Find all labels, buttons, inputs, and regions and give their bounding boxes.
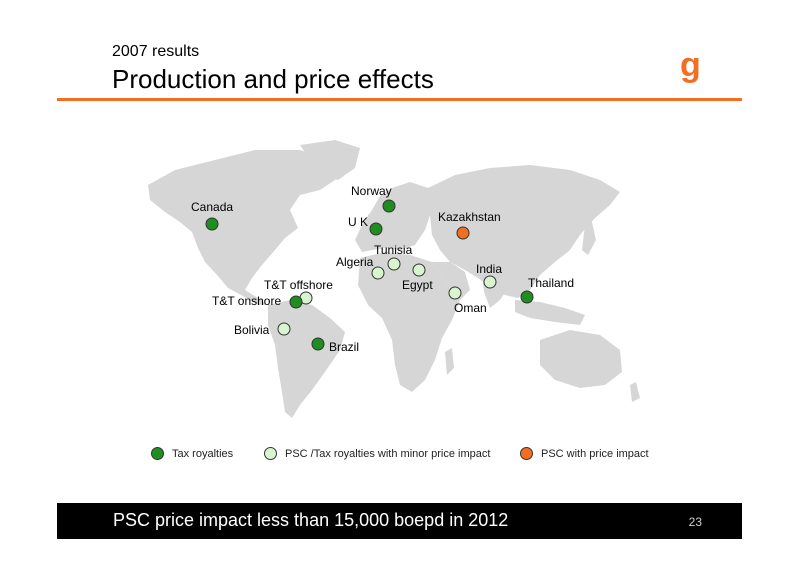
label-kazakhstan: Kazakhstan (438, 210, 501, 224)
legend-item-psc-minor: PSC /Tax royalties with minor price impa… (264, 447, 490, 460)
footer-message: PSC price impact less than 15,000 boepd … (113, 510, 509, 530)
country-markers (205, 199, 534, 351)
page-title: Production and price effects (112, 64, 434, 94)
page-subtitle: 2007 results (112, 43, 200, 60)
land-asia (428, 165, 620, 298)
label-tunisia: Tunisia (374, 243, 413, 257)
bg-logo: g (680, 46, 710, 84)
marker-canada (205, 217, 219, 231)
land-australia (540, 330, 622, 388)
marker-uk (369, 222, 383, 236)
legend-dot-psc-minor (264, 447, 277, 460)
map-legend: Tax royalties PSC /Tax royalties with mi… (0, 447, 800, 467)
legend-item-psc-price: PSC with price impact (520, 447, 649, 460)
label-uk: U K (348, 215, 369, 229)
header-rule (57, 98, 742, 101)
footer-bar: PSC price impact less than 15,000 boepd … (57, 503, 742, 539)
marker-brazil (311, 337, 325, 351)
land-indonesia (515, 300, 585, 325)
legend-dot-tax-royalties (151, 447, 164, 460)
land-south-america (268, 300, 345, 418)
land-greenland (300, 140, 360, 180)
logo-glyph: g (680, 46, 701, 84)
label-brazil: Brazil (329, 340, 360, 354)
legend-item-tax-royalties: Tax royalties (151, 447, 233, 460)
land-north-america (148, 150, 345, 305)
marker-algeria (371, 266, 385, 280)
label-tt-onshore: T&T onshore (212, 294, 282, 308)
marker-oman (448, 286, 462, 300)
legend-dot-psc-price (520, 447, 533, 460)
label-bolivia: Bolivia (234, 323, 270, 337)
legend-label-tax-royalties: Tax royalties (172, 447, 234, 460)
legend-label-psc-minor: PSC /Tax royalties with minor price impa… (285, 447, 491, 460)
label-norway: Norway (351, 184, 392, 198)
label-oman: Oman (454, 301, 487, 315)
land-madagascar (445, 348, 454, 375)
label-india: India (476, 262, 503, 276)
label-thailand: Thailand (528, 276, 575, 290)
marker-bolivia (277, 322, 291, 336)
page-number: 23 (688, 515, 702, 529)
marker-thailand (520, 290, 534, 304)
label-tt-offshore: T&T offshore (264, 278, 333, 292)
land-japan (582, 222, 596, 255)
land-africa (358, 252, 460, 392)
marker-india (483, 275, 497, 289)
label-canada: Canada (191, 200, 234, 214)
marker-tunisia (387, 257, 401, 271)
legend-label-psc-price: PSC with price impact (541, 447, 649, 460)
marker-norway (382, 199, 396, 213)
land-new-zealand (630, 382, 640, 402)
marker-kazakhstan (456, 226, 470, 240)
label-egypt: Egypt (402, 278, 433, 292)
label-algeria: Algeria (336, 255, 374, 269)
marker-tt-onshore (289, 295, 303, 309)
marker-egypt (412, 263, 426, 277)
